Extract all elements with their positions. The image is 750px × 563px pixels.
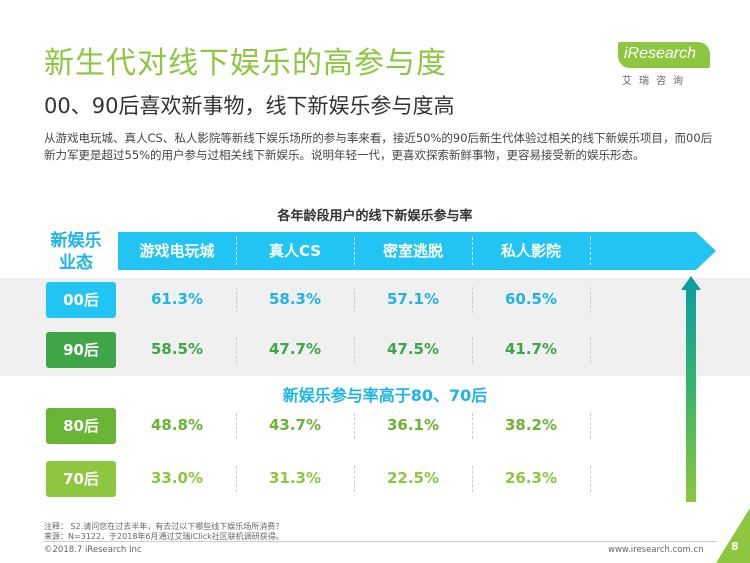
- cell-separator: [472, 287, 473, 313]
- age-group-label: 80后: [46, 408, 116, 444]
- cell-separator: [472, 413, 473, 439]
- participation-rate-value: 57.1%: [386, 290, 440, 308]
- header-separator: [354, 237, 355, 265]
- row-header-line: 新娱乐: [50, 231, 102, 251]
- cell-separator: [590, 337, 591, 363]
- comparison-annotation: 新娱乐参与率高于80、70后: [282, 386, 488, 405]
- website-link[interactable]: www.iresearch.com.cn: [608, 545, 704, 555]
- cell-separator: [236, 413, 237, 439]
- header-separator: [590, 237, 591, 265]
- note-line: 注释： S2.请问您在过去半年，有去过以下哪些线下娱乐场所消费？: [44, 522, 284, 531]
- participation-rate-value: 61.3%: [150, 290, 204, 308]
- row-header-label: 新娱乐 业态: [44, 230, 108, 274]
- footer-divider: [44, 541, 716, 542]
- cell-separator: [354, 287, 355, 313]
- age-group-label: 00后: [46, 282, 116, 318]
- participation-rate-value: 58.5%: [150, 340, 204, 358]
- logo-badge: [618, 42, 710, 68]
- participation-rate-value: 43.7%: [268, 416, 322, 434]
- cell-separator: [354, 337, 355, 363]
- cell-separator: [590, 287, 591, 313]
- column-header: 游戏电玩城: [139, 242, 215, 260]
- column-header: 密室逃脱: [382, 242, 443, 260]
- participation-rate-value: 47.5%: [386, 340, 440, 358]
- cell-separator: [590, 413, 591, 439]
- page-subtitle: 00、90后喜欢新事物，线下新娱乐参与度高: [44, 94, 455, 118]
- participation-rate-value: 38.2%: [504, 416, 558, 434]
- cell-separator: [236, 466, 237, 492]
- participation-rate-value: 36.1%: [386, 416, 440, 434]
- cell-separator: [472, 337, 473, 363]
- logo-wordmark: iResearch: [624, 45, 697, 62]
- cell-separator: [354, 413, 355, 439]
- column-header: 真人CS: [268, 242, 322, 260]
- participation-rate-value: 58.3%: [268, 290, 322, 308]
- cell-separator: [590, 466, 591, 492]
- highlight-band: [0, 278, 750, 376]
- up-arrow-icon: [681, 276, 701, 290]
- cell-separator: [472, 466, 473, 492]
- participation-rate-value: 48.8%: [150, 416, 204, 434]
- iresearch-logo: iResearch 艾瑞咨询: [618, 42, 713, 88]
- column-header: 私人影院: [500, 242, 561, 260]
- trend-bar: [686, 290, 696, 502]
- participation-rate-value: 26.3%: [504, 469, 558, 487]
- age-group-label: 70后: [46, 461, 116, 497]
- intro-paragraph: 从游戏电玩城、真人CS、私人影院等新线下娱乐场所的参与率来看，接近50%的90后…: [44, 131, 713, 162]
- copyright: ©2018.7 iResearch Inc: [44, 545, 142, 555]
- page-title: 新生代对线下娱乐的高参与度: [44, 46, 447, 81]
- header-separator: [236, 237, 237, 265]
- participation-rate-value: 31.3%: [268, 469, 322, 487]
- header-arrow-icon: [696, 232, 716, 270]
- source-line: 来源：N=3122，于2018年6月通过艾瑞iClick社区联机调研获得。: [44, 532, 284, 541]
- age-group-label: 90后: [46, 332, 116, 368]
- participation-rate-value: 60.5%: [504, 290, 558, 308]
- page-number: 8: [731, 540, 739, 553]
- cell-separator: [236, 287, 237, 313]
- header-separator: [472, 237, 473, 265]
- participation-rate-value: 47.7%: [268, 340, 322, 358]
- participation-rate-value: 22.5%: [386, 469, 440, 487]
- corner-triangle: [716, 508, 750, 563]
- logo-subtitle: 艾瑞咨询: [622, 76, 690, 87]
- header-bar: [118, 232, 696, 270]
- cell-separator: [354, 466, 355, 492]
- participation-rate-value: 33.0%: [150, 469, 204, 487]
- chart-title: 各年龄段用户的线下新娱乐参与率: [277, 209, 473, 224]
- row-header-line: 业态: [59, 253, 93, 273]
- cell-separator: [236, 337, 237, 363]
- participation-rate-value: 41.7%: [504, 340, 558, 358]
